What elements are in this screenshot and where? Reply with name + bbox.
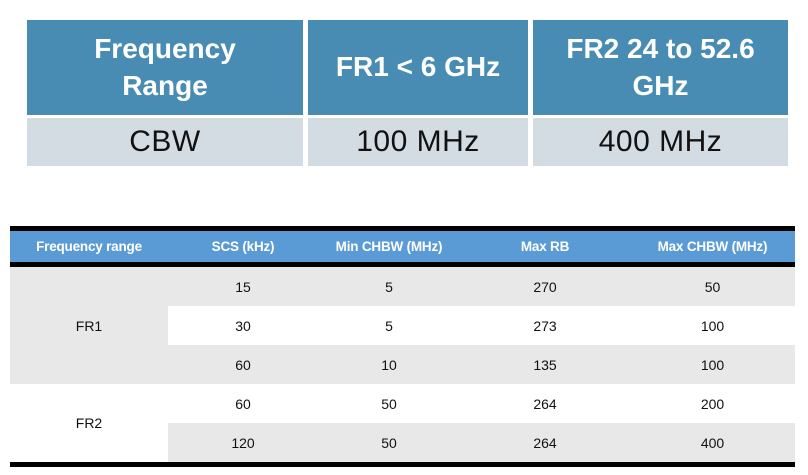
chbw-table-body: FR1 15 5 270 50 30 5 273 100 60 10 135 1… <box>10 264 795 465</box>
cell-max-rb: 135 <box>460 345 630 384</box>
cbw-header-frequency-range: Frequency Range <box>27 20 303 115</box>
chbw-table: Frequency range SCS (kHz) Min CHBW (MHz)… <box>10 226 795 467</box>
cbw-fr1-value: 100 MHz <box>308 118 528 166</box>
cell-min-chbw: 50 <box>318 423 460 465</box>
chbw-table-head: Frequency range SCS (kHz) Min CHBW (MHz)… <box>10 228 795 267</box>
chbw-header-scs: SCS (kHz) <box>168 228 318 267</box>
cell-min-chbw: 5 <box>318 306 460 345</box>
cell-max-rb: 270 <box>460 264 630 306</box>
row-group-label-fr2: FR2 <box>10 384 168 465</box>
cell-max-chbw: 50 <box>630 264 795 306</box>
chbw-header-min-chbw: Min CHBW (MHz) <box>318 228 460 267</box>
table-row-fr1-scs60: 60 10 135 100 <box>10 345 795 384</box>
cell-min-chbw: 10 <box>318 345 460 384</box>
table-row-fr1-scs15: FR1 15 5 270 50 <box>10 264 795 384</box>
cell-scs: 15 <box>168 264 318 306</box>
cell-scs: 120 <box>168 423 318 465</box>
cell-scs: 30 <box>168 306 318 345</box>
cell-max-rb: 264 <box>460 423 630 465</box>
cell-scs: 60 <box>168 345 318 384</box>
cell-scs: 60 <box>168 384 318 423</box>
cell-max-rb: 273 <box>460 306 630 345</box>
cell-min-chbw: 50 <box>318 384 460 423</box>
cbw-header-fr2: FR2 24 to 52.6 GHz <box>533 20 788 115</box>
table-row-fr2-scs120: 120 50 264 400 <box>10 423 795 465</box>
chbw-header-frequency-range: Frequency range <box>10 228 168 267</box>
cbw-header-frequency-range-label: Frequency Range <box>94 32 236 101</box>
cbw-header-fr1: FR1 < 6 GHz <box>308 20 528 115</box>
cell-max-chbw: 400 <box>630 423 795 465</box>
row-group-label-fr1: FR1 <box>10 264 168 384</box>
cell-max-chbw: 200 <box>630 384 795 423</box>
table-row-fr2-scs60: FR2 60 50 264 200 <box>10 384 795 465</box>
cell-max-chbw: 100 <box>630 306 795 345</box>
cbw-header-fr1-label: FR1 < 6 GHz <box>335 51 501 83</box>
cbw-header-fr2-label: FR2 24 to 52.6 GHz <box>566 32 755 101</box>
cbw-table: Frequency Range FR1 < 6 GHz FR2 24 to 52… <box>27 20 788 166</box>
chbw-header-max-chbw: Max CHBW (MHz) <box>630 228 795 267</box>
chbw-header-max-rb: Max RB <box>460 228 630 267</box>
cell-min-chbw: 5 <box>318 264 460 306</box>
table-row-fr1-scs30: 30 5 273 100 <box>10 306 795 345</box>
cbw-row-label: CBW <box>27 118 303 166</box>
chbw-header-row: Frequency range SCS (kHz) Min CHBW (MHz)… <box>10 228 795 267</box>
cell-max-rb: 264 <box>460 384 630 423</box>
cbw-fr2-value: 400 MHz <box>533 118 788 166</box>
cell-max-chbw: 100 <box>630 345 795 384</box>
